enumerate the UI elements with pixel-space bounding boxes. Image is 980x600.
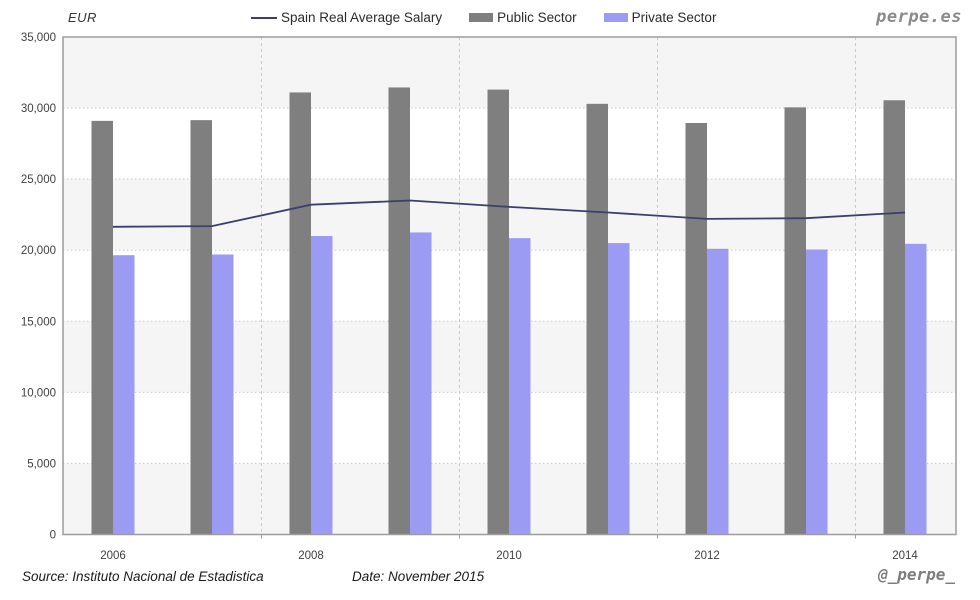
public-sector-bar-2011 [586, 103, 608, 535]
legend-label: Public Sector [497, 10, 577, 25]
public-sector-bar-2006 [91, 120, 113, 535]
private-sector-bar-2009 [410, 232, 432, 535]
y-axis-unit-label: EUR [68, 10, 97, 25]
public-sector-bar-2007 [190, 120, 212, 535]
private-sector-bar-2008 [311, 236, 333, 535]
plot-band [63, 37, 956, 109]
private-sector-bar-2010 [509, 238, 531, 535]
private-sector-bar-2007 [212, 254, 234, 535]
legend-label: Spain Real Average Salary [281, 10, 443, 25]
source-note: Source: Instituto Nacional de Estadistic… [22, 569, 264, 584]
y-tick-label-15000: 15,000 [21, 316, 56, 328]
public-sector-bar-2009 [388, 87, 410, 535]
bar-swatch-icon [603, 13, 628, 22]
line-swatch-icon [251, 16, 277, 19]
chart-legend: Spain Real Average Salary Public Sector … [251, 10, 716, 25]
x-tick-label-2006: 2006 [100, 550, 126, 562]
private-sector-bar-2006 [113, 255, 135, 535]
legend-item-public-sector: Public Sector [469, 10, 577, 25]
public-sector-bar-2014 [883, 100, 905, 535]
x-tick-label-2012: 2012 [694, 550, 720, 562]
private-sector-bar-2013 [806, 249, 828, 535]
y-tick-label-35000: 35,000 [21, 32, 56, 44]
plot-border [62, 36, 957, 536]
y-tick-label-5000: 5,000 [27, 458, 56, 470]
y-tick-label-10000: 10,000 [21, 387, 56, 399]
y-tick-label-25000: 25,000 [21, 174, 56, 186]
bar-swatch-icon [469, 13, 494, 22]
private-sector-bar-2012 [707, 248, 729, 535]
x-tick-label-2014: 2014 [892, 550, 918, 562]
private-sector-bar-2014 [905, 243, 927, 535]
legend-label: Private Sector [631, 10, 717, 25]
x-tick-label-2010: 2010 [496, 550, 522, 562]
private-sector-bar-2011 [608, 243, 630, 535]
y-tick-label-20000: 20,000 [21, 245, 56, 257]
public-sector-bar-2012 [685, 122, 707, 535]
salary-line [112, 199, 906, 228]
x-tick-label-2008: 2008 [298, 550, 324, 562]
public-sector-bar-2010 [487, 89, 509, 535]
twitter-handle-link[interactable]: @_perpe_ [877, 565, 955, 584]
legend-item-salary-line: Spain Real Average Salary [251, 10, 442, 25]
public-sector-bar-2013 [784, 107, 806, 535]
perpe-logo-link[interactable]: perpe.es [876, 7, 962, 27]
public-sector-bar-2008 [289, 92, 311, 535]
date-note: Date: November 2015 [352, 569, 485, 584]
y-tick-label-0: 0 [50, 530, 56, 542]
y-tick-label-30000: 30,000 [21, 103, 56, 115]
legend-item-private-sector: Private Sector [603, 10, 717, 25]
